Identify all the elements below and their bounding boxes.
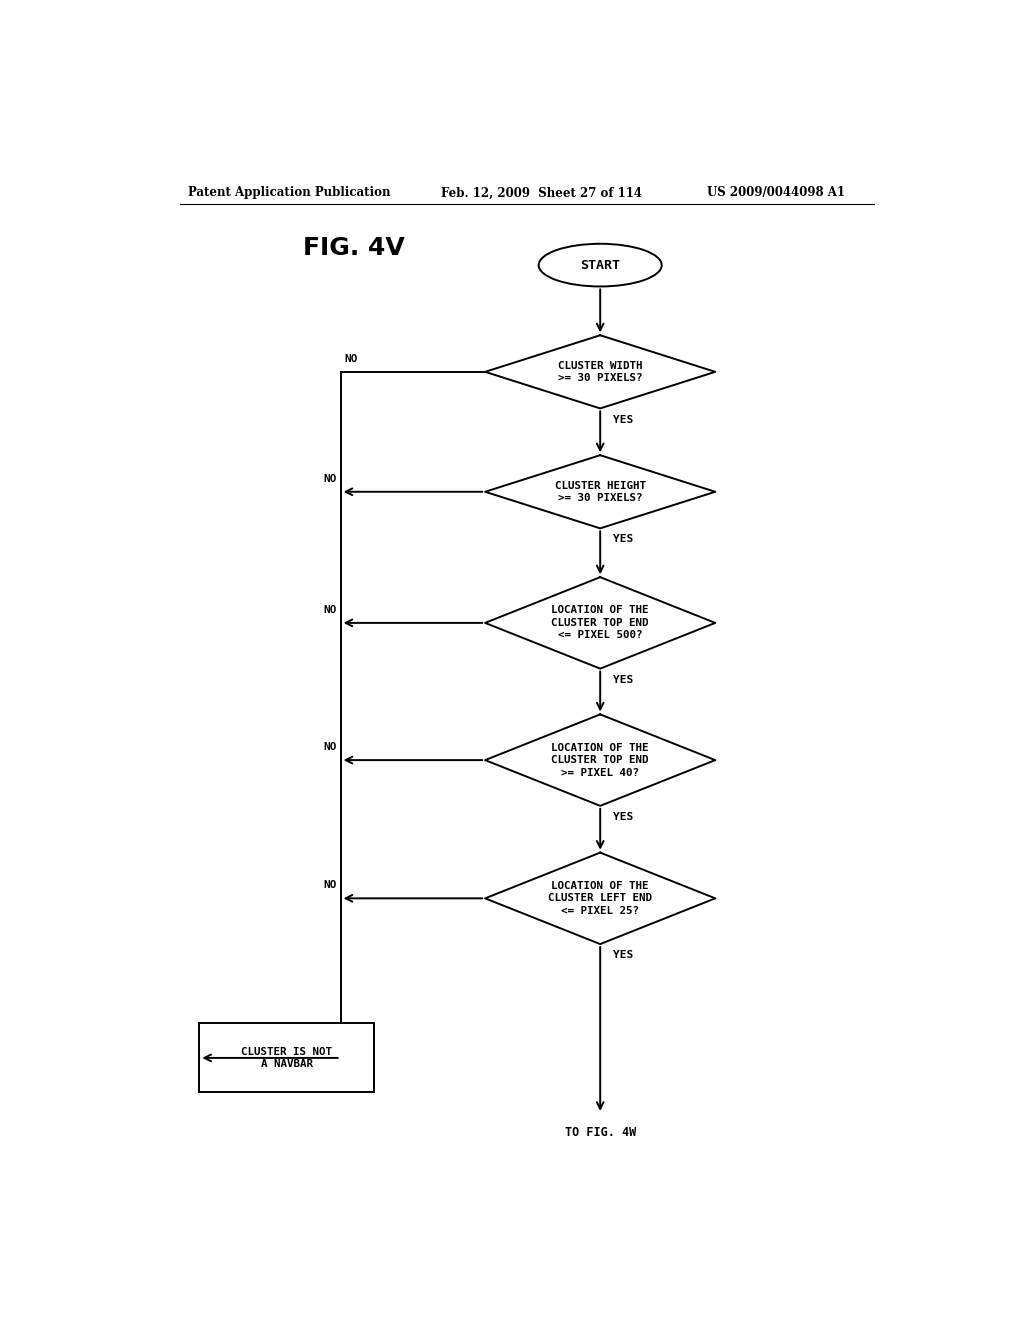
Text: CLUSTER WIDTH
>= 30 PIXELS?: CLUSTER WIDTH >= 30 PIXELS? (558, 360, 642, 383)
Text: Feb. 12, 2009  Sheet 27 of 114: Feb. 12, 2009 Sheet 27 of 114 (441, 186, 642, 199)
Text: Patent Application Publication: Patent Application Publication (187, 186, 390, 199)
Text: LOCATION OF THE
CLUSTER LEFT END
<= PIXEL 25?: LOCATION OF THE CLUSTER LEFT END <= PIXE… (548, 880, 652, 916)
Text: FIG. 4V: FIG. 4V (303, 236, 406, 260)
Bar (200, 1023, 374, 1093)
Text: LOCATION OF THE
CLUSTER TOP END
>= PIXEL 40?: LOCATION OF THE CLUSTER TOP END >= PIXEL… (552, 743, 649, 777)
Text: NO: NO (324, 605, 337, 615)
Text: NO: NO (324, 474, 337, 483)
Text: YES: YES (613, 675, 633, 685)
Text: LOCATION OF THE
CLUSTER TOP END
<= PIXEL 500?: LOCATION OF THE CLUSTER TOP END <= PIXEL… (552, 606, 649, 640)
Text: YES: YES (613, 812, 633, 822)
Text: NO: NO (345, 354, 358, 364)
Text: NO: NO (324, 742, 337, 752)
Text: YES: YES (613, 535, 633, 544)
Text: US 2009/0044098 A1: US 2009/0044098 A1 (708, 186, 846, 199)
Text: CLUSTER HEIGHT
>= 30 PIXELS?: CLUSTER HEIGHT >= 30 PIXELS? (555, 480, 646, 503)
Text: CLUSTER IS NOT
A NAVBAR: CLUSTER IS NOT A NAVBAR (242, 1047, 332, 1069)
Text: NO: NO (324, 880, 337, 890)
Text: START: START (581, 259, 621, 272)
Text: TO FIG. 4W: TO FIG. 4W (564, 1126, 636, 1139)
Text: YES: YES (613, 950, 633, 960)
Text: YES: YES (613, 414, 633, 425)
